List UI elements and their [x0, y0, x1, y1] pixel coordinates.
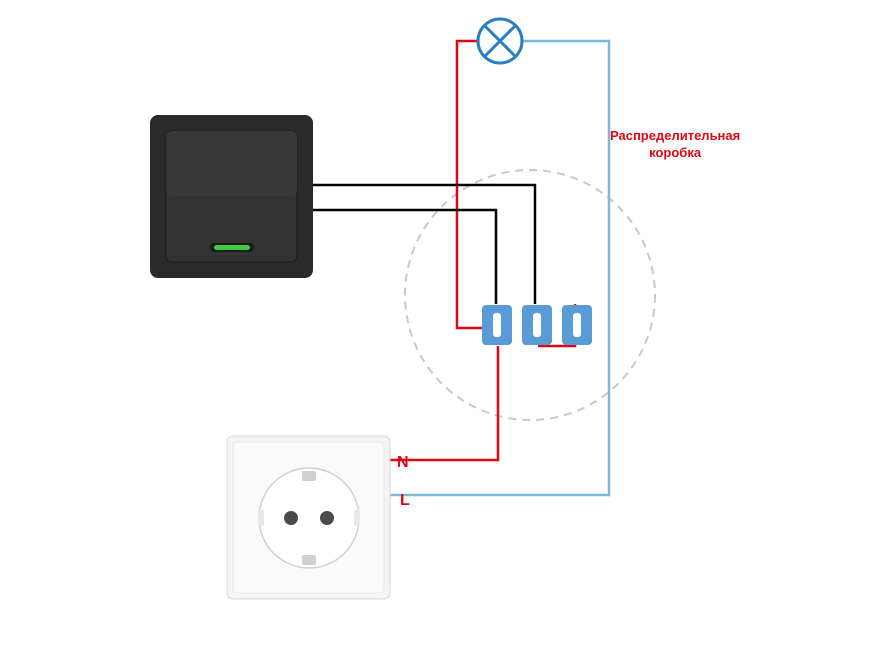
- wiring-diagram: [0, 0, 869, 654]
- label-junction-box-line2: коробка: [649, 145, 701, 160]
- terminal-2: [522, 305, 552, 345]
- lamp-icon: [478, 19, 522, 63]
- label-junction-box-line1: Распределительная: [610, 128, 740, 143]
- label-junction-box: Распределительная коробка: [610, 128, 740, 162]
- wire-socket-to-terminal1: [388, 346, 498, 460]
- wire-switch-bottom: [312, 210, 496, 304]
- wire-switch-top: [312, 185, 535, 304]
- label-neutral: N: [397, 454, 409, 472]
- junction-box-circle: [405, 170, 655, 420]
- wall-socket: [227, 436, 390, 599]
- label-live: L: [400, 492, 410, 510]
- wall-switch: [150, 115, 313, 278]
- terminal-1: [482, 305, 512, 345]
- terminal-3: [562, 305, 592, 345]
